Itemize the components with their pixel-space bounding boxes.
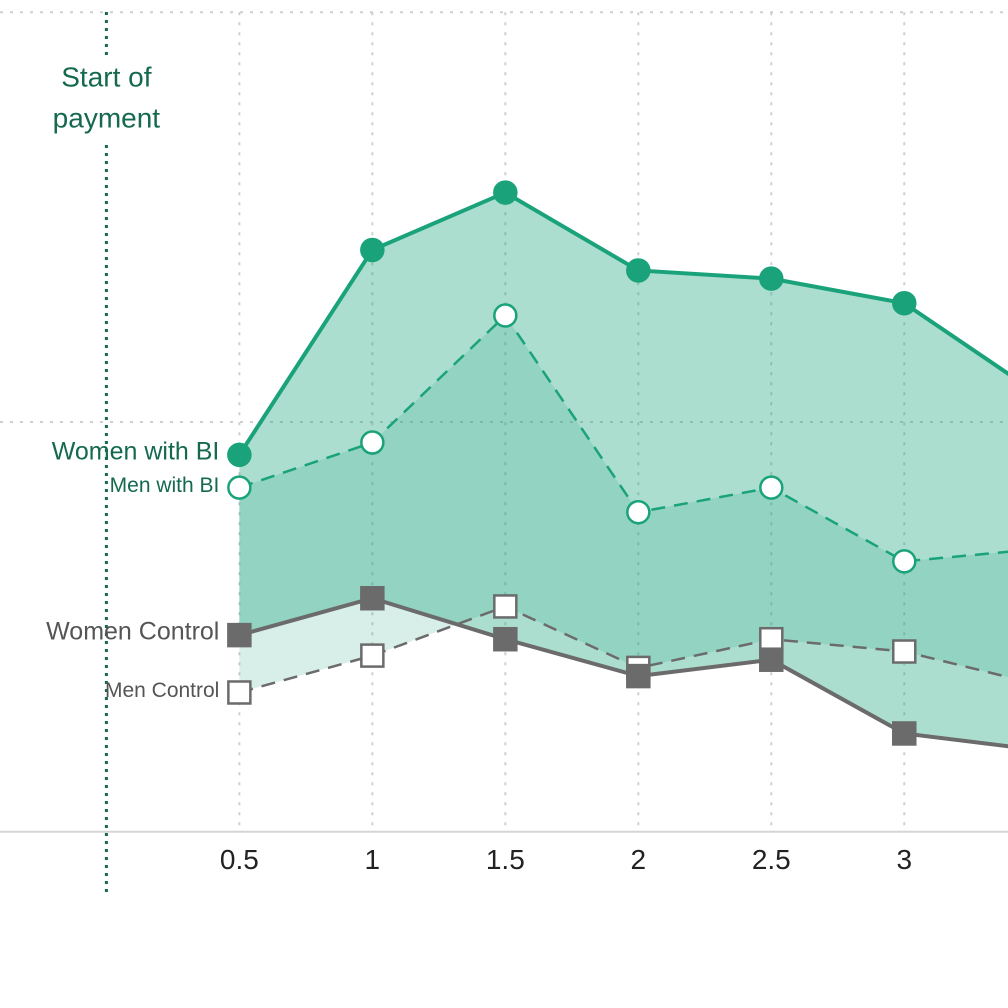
x-tick-label: 2 <box>631 844 647 875</box>
x-tick-label: 1.5 <box>486 844 525 875</box>
band-area <box>239 315 1008 693</box>
series-label: Men Control <box>105 679 219 702</box>
point <box>892 639 917 664</box>
point <box>892 549 917 574</box>
point <box>759 626 784 652</box>
point <box>759 475 784 500</box>
series-label: Men with BI <box>110 474 220 497</box>
annotation-text: Start of <box>61 61 151 92</box>
annotation-text: payment <box>53 102 161 133</box>
x-tick-label: 0.5 <box>220 844 259 875</box>
point <box>227 475 252 500</box>
point <box>759 266 784 291</box>
point <box>493 180 518 205</box>
point <box>493 303 518 328</box>
point <box>892 721 917 746</box>
point <box>493 626 518 652</box>
point <box>360 585 385 611</box>
point <box>227 680 252 705</box>
point <box>626 258 651 283</box>
x-tick-label: 3 <box>896 844 912 875</box>
point <box>892 290 917 316</box>
point <box>227 442 252 468</box>
point <box>626 663 651 689</box>
x-tick-label: 1 <box>365 844 381 875</box>
series-label: Women with BI <box>52 437 220 465</box>
point <box>759 647 784 672</box>
point <box>360 643 385 668</box>
point <box>626 499 651 525</box>
x-tick-label: 2.5 <box>752 844 791 875</box>
point <box>493 594 518 619</box>
point <box>360 430 385 455</box>
point <box>227 622 252 648</box>
point <box>360 237 385 263</box>
band-area <box>239 192 1008 747</box>
series-label: Women Control <box>46 618 219 646</box>
